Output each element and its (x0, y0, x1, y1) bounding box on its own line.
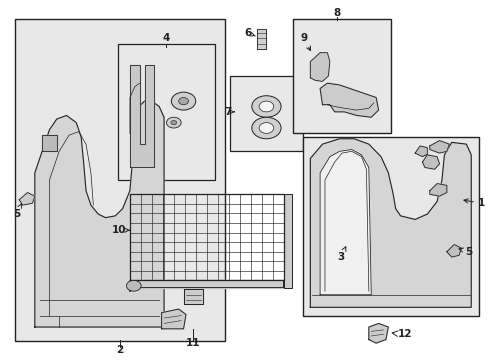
Polygon shape (161, 309, 185, 329)
Circle shape (251, 96, 281, 117)
Polygon shape (310, 139, 470, 307)
Circle shape (251, 117, 281, 139)
Polygon shape (256, 30, 266, 49)
Polygon shape (130, 65, 154, 167)
Polygon shape (320, 83, 378, 117)
Polygon shape (130, 280, 283, 291)
Circle shape (170, 121, 176, 125)
Text: 7: 7 (224, 107, 234, 117)
Polygon shape (310, 53, 329, 81)
Polygon shape (183, 289, 203, 304)
Text: 5: 5 (458, 247, 471, 257)
Text: 10: 10 (112, 225, 129, 235)
Text: 2: 2 (116, 345, 123, 355)
Polygon shape (42, 135, 57, 151)
Circle shape (259, 123, 273, 134)
Bar (15, 19, 224, 341)
Text: 5: 5 (13, 204, 21, 219)
Polygon shape (19, 193, 35, 205)
Circle shape (178, 98, 188, 105)
Bar (293, 19, 390, 134)
Text: 11: 11 (185, 338, 200, 348)
Polygon shape (320, 149, 370, 295)
Polygon shape (446, 244, 461, 257)
Text: 3: 3 (336, 247, 345, 262)
Text: 12: 12 (397, 329, 412, 339)
Circle shape (171, 92, 195, 110)
Bar (229, 76, 303, 151)
Polygon shape (422, 155, 439, 169)
Polygon shape (35, 101, 163, 327)
Bar (303, 137, 478, 316)
Text: 1: 1 (463, 198, 484, 208)
Text: 4: 4 (163, 33, 170, 43)
Text: 8: 8 (333, 8, 340, 18)
Bar (130, 194, 283, 280)
Bar (283, 194, 292, 288)
Circle shape (166, 117, 181, 128)
Polygon shape (429, 140, 448, 153)
Polygon shape (429, 184, 446, 196)
Bar (118, 44, 215, 180)
Text: 9: 9 (300, 33, 310, 50)
Polygon shape (414, 146, 427, 157)
Circle shape (259, 101, 273, 112)
Polygon shape (368, 323, 387, 343)
Circle shape (126, 280, 141, 291)
Text: 6: 6 (244, 28, 255, 38)
